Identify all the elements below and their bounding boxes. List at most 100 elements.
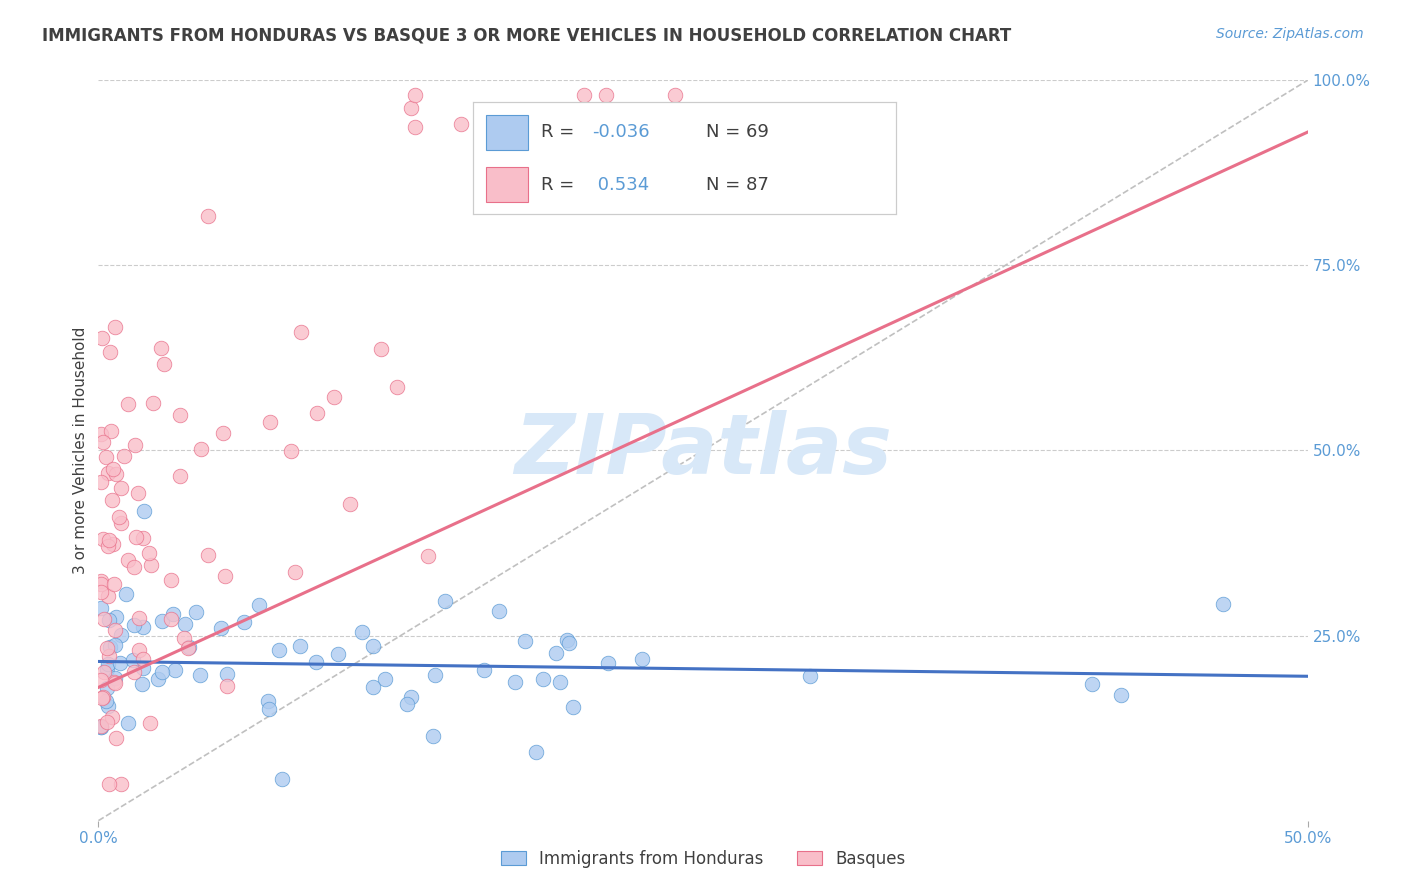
Point: [104, 638, 127, 652]
Point: [555, 633, 578, 648]
Point: [100, 493, 122, 508]
Point: [190, 442, 212, 457]
Point: [215, 679, 238, 693]
Point: [98, 613, 121, 627]
Point: [177, 640, 200, 655]
Point: [139, 558, 162, 572]
Point: [132, 661, 155, 675]
Point: [138, 546, 160, 560]
Point: [97, 589, 120, 603]
Point: [127, 485, 149, 500]
Point: [122, 665, 145, 680]
Point: [404, 88, 426, 103]
Point: [169, 409, 191, 423]
Point: [98, 533, 121, 547]
Point: [90, 720, 112, 734]
Point: [197, 548, 219, 562]
Point: [799, 668, 821, 682]
Point: [97, 466, 120, 480]
Point: [173, 616, 195, 631]
Point: [124, 618, 146, 632]
Point: [90, 475, 112, 489]
Point: [290, 325, 312, 339]
Point: [91, 532, 114, 546]
Point: [595, 88, 617, 103]
Point: [304, 655, 326, 669]
Point: [110, 627, 132, 641]
Point: [271, 772, 294, 787]
Point: [396, 697, 419, 711]
Point: [93, 665, 115, 679]
Point: [269, 642, 291, 657]
Point: [90, 719, 112, 733]
Point: [108, 510, 131, 524]
Point: [179, 640, 201, 654]
Point: [132, 531, 155, 545]
Point: [1109, 688, 1132, 702]
Point: [103, 675, 125, 690]
Point: [165, 663, 187, 677]
Point: [90, 577, 112, 591]
Point: [374, 673, 396, 687]
Point: [150, 665, 173, 679]
Text: Source: ZipAtlas.com: Source: ZipAtlas.com: [1216, 27, 1364, 41]
Point: [90, 427, 112, 442]
Point: [101, 462, 124, 476]
Point: [524, 746, 547, 760]
Point: [370, 342, 392, 356]
Point: [562, 699, 585, 714]
Point: [128, 643, 150, 657]
Point: [159, 613, 181, 627]
Point: [323, 390, 346, 404]
Point: [173, 632, 195, 646]
Point: [96, 681, 118, 695]
Point: [125, 530, 148, 544]
Point: [97, 657, 120, 671]
Point: [96, 640, 118, 655]
Point: [104, 623, 127, 637]
Point: [503, 674, 526, 689]
Point: [488, 604, 510, 618]
Point: [100, 710, 122, 724]
Point: [139, 715, 162, 730]
Point: [209, 621, 232, 635]
Point: [197, 209, 219, 223]
Point: [531, 672, 554, 686]
Point: [146, 672, 169, 686]
Point: [416, 549, 439, 564]
Point: [96, 663, 118, 677]
Point: [90, 600, 112, 615]
Point: [96, 715, 118, 730]
Text: IMMIGRANTS FROM HONDURAS VS BASQUE 3 OR MORE VEHICLES IN HOUSEHOLD CORRELATION C: IMMIGRANTS FROM HONDURAS VS BASQUE 3 OR …: [42, 27, 1011, 45]
Point: [169, 468, 191, 483]
Point: [97, 539, 120, 553]
Point: [352, 624, 374, 639]
Point: [94, 694, 117, 708]
Point: [98, 344, 121, 359]
Point: [217, 666, 239, 681]
Point: [425, 668, 447, 682]
Point: [257, 694, 280, 708]
Point: [399, 690, 422, 704]
Point: [162, 607, 184, 622]
Point: [290, 639, 312, 653]
Point: [98, 640, 121, 654]
Point: [90, 691, 112, 706]
Point: [422, 730, 444, 744]
Point: [664, 88, 686, 103]
Point: [104, 731, 127, 745]
Point: [249, 598, 271, 612]
Point: [328, 647, 350, 661]
Point: [548, 674, 571, 689]
Point: [97, 648, 120, 663]
Point: [117, 552, 139, 566]
Point: [233, 615, 256, 629]
Point: [90, 584, 112, 599]
Point: [112, 449, 135, 463]
Point: [93, 612, 115, 626]
Point: [404, 120, 426, 134]
Point: [98, 776, 121, 791]
Point: [339, 498, 361, 512]
Point: [124, 438, 146, 452]
Point: [117, 716, 139, 731]
